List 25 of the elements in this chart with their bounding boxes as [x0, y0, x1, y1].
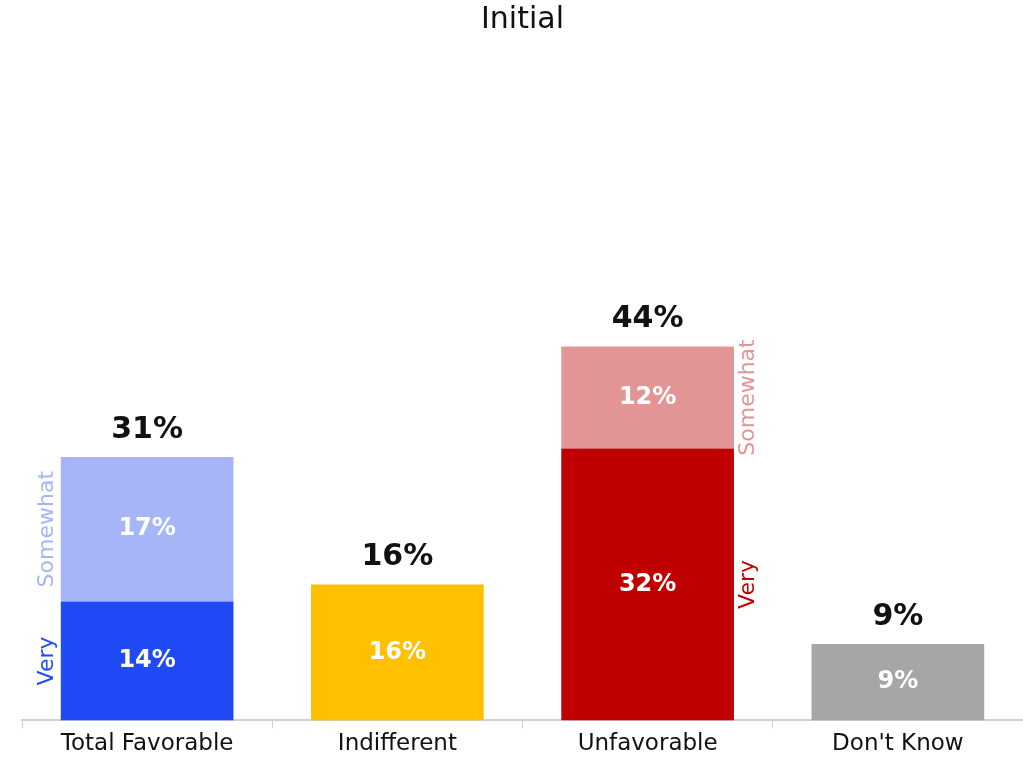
chart-title: Initial: [480, 0, 565, 35]
total-label: 44%: [611, 299, 684, 335]
bar: [60, 601, 234, 721]
data-label: 17%: [118, 513, 176, 542]
data-label: 32%: [618, 568, 677, 597]
total-label: 31%: [111, 409, 184, 445]
total-label: 9%: [872, 596, 924, 632]
text: Very: [32, 636, 58, 686]
text: Somewhat: [733, 338, 759, 456]
bar: [561, 346, 734, 449]
x-tick-label: Total Favorable: [59, 729, 234, 756]
data-label: 14%: [118, 645, 176, 674]
text: Very: [733, 559, 759, 609]
data-label: 12%: [618, 381, 677, 410]
x-tick-label: Unfavorable: [577, 729, 718, 756]
total-label: 16%: [361, 537, 434, 573]
text: Somewhat: [32, 470, 58, 588]
bar: [811, 643, 985, 721]
x-tick-label: Don't Know: [832, 729, 964, 756]
bar: [561, 448, 734, 721]
bar: [60, 456, 234, 602]
data-label: 9%: [877, 666, 919, 695]
bar: [311, 584, 484, 721]
x-tick-label: Indifferent: [337, 729, 457, 756]
data-label: 16%: [368, 636, 427, 665]
